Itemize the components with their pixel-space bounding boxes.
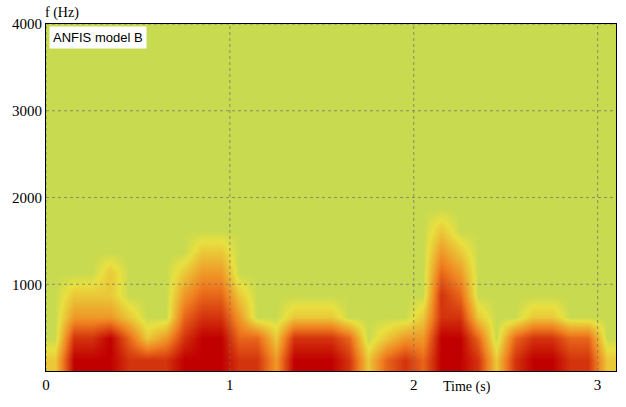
svg-text:3: 3 xyxy=(594,377,602,393)
svg-text:0: 0 xyxy=(42,377,50,393)
svg-text:Time (s): Time (s) xyxy=(443,379,491,395)
svg-text:2000: 2000 xyxy=(12,190,42,206)
svg-text:1: 1 xyxy=(226,377,234,393)
svg-text:3000: 3000 xyxy=(12,103,42,119)
svg-text:ANFIS model B: ANFIS model B xyxy=(53,30,143,45)
svg-text:2: 2 xyxy=(410,377,418,393)
svg-text:4000: 4000 xyxy=(12,16,42,32)
svg-text:1000: 1000 xyxy=(12,277,42,293)
svg-text:f (Hz): f (Hz) xyxy=(45,5,79,21)
